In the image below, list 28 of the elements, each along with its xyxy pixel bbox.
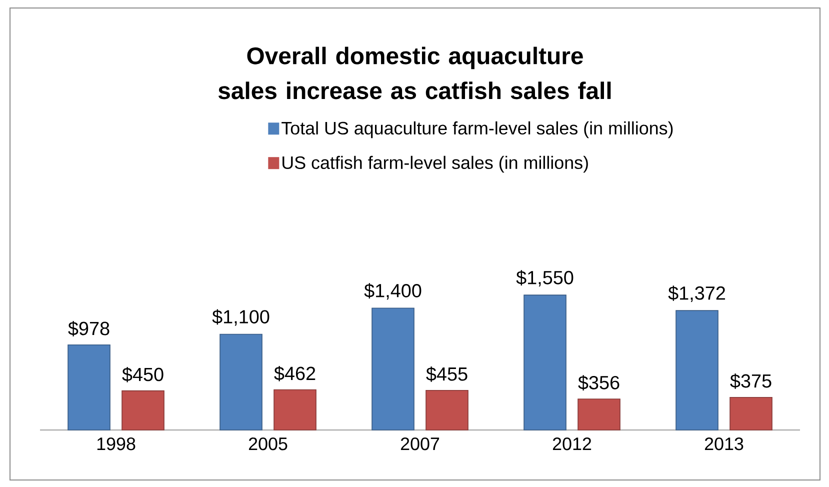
- data-label: $978: [68, 321, 110, 336]
- legend-label: US catfish farm-level sales (in millions): [282, 156, 588, 173]
- legend-label: Total US aquaculture farm-level sales (in millions): [282, 121, 673, 138]
- bar: [274, 389, 316, 430]
- data-label: $1,550: [516, 270, 574, 287]
- chart-title: Overall domestic aquaculture sales increase as catfish sales fall: [218, 46, 611, 100]
- x-tick-label: 2005: [248, 437, 288, 450]
- x-tick-label: 2007: [400, 437, 440, 450]
- data-label: $462: [274, 366, 316, 382]
- data-label: $1,100: [212, 309, 270, 326]
- bar: [676, 310, 718, 430]
- data-label: $375: [730, 374, 772, 389]
- data-label: $1,372: [668, 286, 725, 302]
- bar: [68, 344, 110, 430]
- bar: [426, 390, 468, 430]
- bar: [372, 308, 414, 430]
- bar: [220, 334, 262, 430]
- x-tick-label: 2012: [552, 437, 592, 450]
- bar: [730, 396, 772, 430]
- x-tick-label: 1998: [97, 437, 136, 450]
- data-label: $450: [122, 366, 164, 382]
- bar: [524, 294, 566, 430]
- bar: [578, 398, 620, 430]
- bar: [122, 390, 164, 430]
- data-label: $455: [426, 366, 468, 382]
- data-label: $1,400: [364, 283, 422, 300]
- x-tick-label: 2013: [704, 437, 744, 450]
- data-label: $356: [578, 375, 620, 390]
